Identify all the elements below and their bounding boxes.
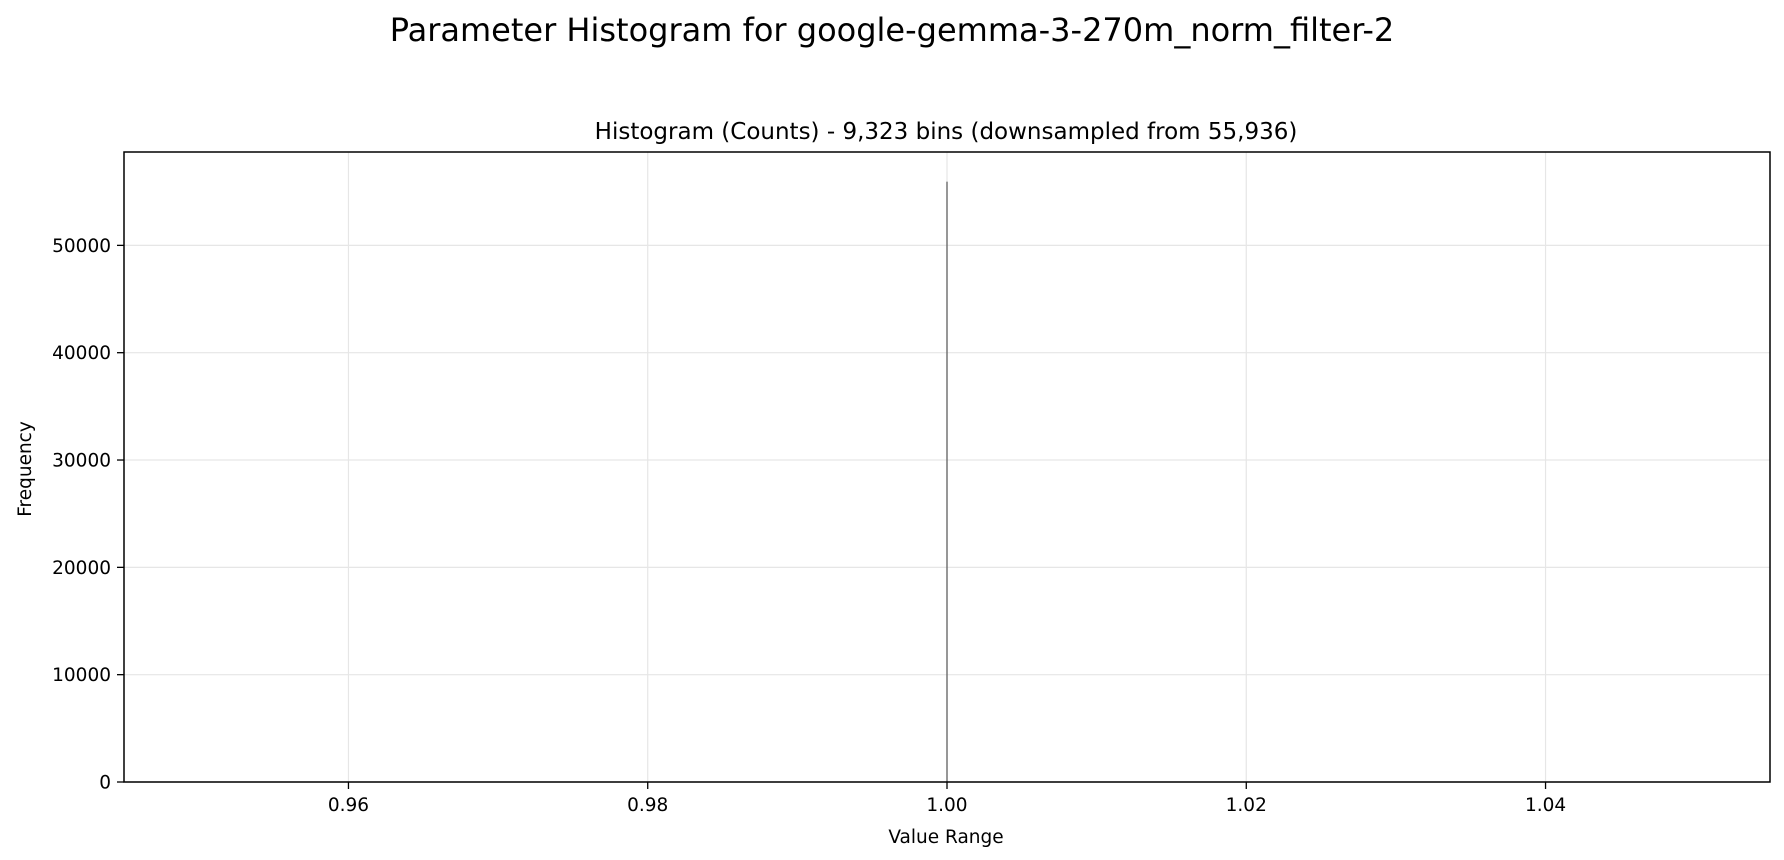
y-tick-label: 20000 — [52, 558, 111, 579]
histogram-bar — [946, 181, 948, 782]
y-axis-ticks: 0 10000 20000 30000 40000 50000 — [52, 236, 124, 794]
figure-suptitle: Parameter Histogram for google-gemma-3-2… — [390, 11, 1394, 49]
x-axis-label: Value Range — [888, 827, 1003, 848]
y-tick-label: 50000 — [52, 236, 111, 257]
x-tick-label: 1.02 — [1226, 795, 1267, 816]
y-tick-label: 10000 — [52, 665, 111, 686]
y-tick-label: 40000 — [52, 343, 111, 364]
x-tick-label: 0.98 — [627, 795, 668, 816]
y-tick-label: 30000 — [52, 451, 111, 472]
x-axis-ticks: 0.96 0.98 1.00 1.02 1.04 — [328, 782, 1566, 816]
x-tick-label: 1.00 — [926, 795, 967, 816]
x-tick-label: 1.04 — [1525, 795, 1566, 816]
y-tick-label: 0 — [99, 773, 111, 794]
x-tick-label: 0.96 — [328, 795, 369, 816]
chart-title: Histogram (Counts) - 9,323 bins (downsam… — [595, 119, 1298, 145]
y-axis-label: Frequency — [15, 421, 36, 517]
histogram-bars — [946, 181, 948, 782]
